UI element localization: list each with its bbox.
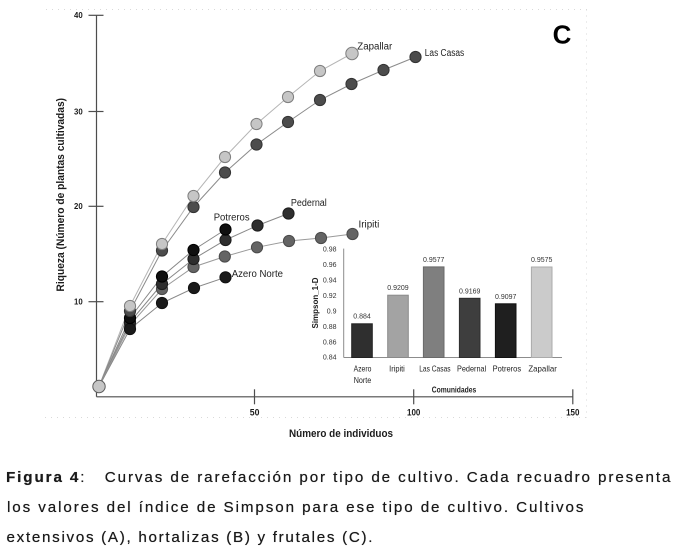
svg-text:0.9577: 0.9577: [423, 257, 445, 264]
svg-text:Simpson_1-D: Simpson_1-D: [310, 278, 320, 329]
svg-text:30: 30: [74, 106, 83, 116]
svg-text:Pedernal: Pedernal: [291, 198, 327, 209]
svg-text:Comunidades: Comunidades: [432, 385, 477, 394]
svg-text:Potreros: Potreros: [493, 364, 522, 374]
svg-text:Norte: Norte: [354, 375, 372, 385]
svg-text:Las Casas: Las Casas: [419, 364, 450, 374]
svg-text:Número de individuos: Número de individuos: [289, 428, 393, 440]
svg-text:0.84: 0.84: [323, 355, 337, 362]
svg-text:40: 40: [74, 10, 83, 20]
svg-text:0.96: 0.96: [323, 262, 337, 269]
svg-text:C: C: [553, 20, 572, 50]
svg-text:50: 50: [250, 408, 260, 418]
svg-text:0.9097: 0.9097: [495, 294, 517, 301]
svg-text:Iripiti: Iripiti: [359, 219, 380, 230]
svg-text:0.94: 0.94: [323, 278, 337, 285]
svg-text:Azero Norte: Azero Norte: [232, 269, 284, 280]
svg-text:0.9575: 0.9575: [531, 257, 553, 264]
svg-text:0.86: 0.86: [323, 339, 337, 346]
svg-text:0.92: 0.92: [323, 293, 337, 300]
svg-text:Riqueza (Número de plantas cul: Riqueza (Número de plantas cultivadas): [55, 98, 67, 292]
svg-text:0.9209: 0.9209: [387, 285, 409, 292]
svg-text:Potreros: Potreros: [214, 213, 250, 224]
svg-text:20: 20: [74, 201, 83, 211]
svg-text:Zapallar: Zapallar: [528, 364, 557, 374]
svg-text:10: 10: [74, 297, 83, 307]
svg-text:Pedernal: Pedernal: [457, 364, 486, 374]
svg-text:150: 150: [566, 408, 579, 418]
svg-text:0.9169: 0.9169: [459, 288, 481, 295]
svg-text:0.98: 0.98: [323, 247, 337, 254]
svg-text:Zapallar: Zapallar: [357, 41, 393, 52]
svg-text:0.884: 0.884: [353, 314, 371, 321]
svg-text:Azero: Azero: [354, 364, 372, 374]
svg-text:0.9: 0.9: [327, 308, 337, 315]
svg-text:Las Casas: Las Casas: [425, 48, 464, 59]
svg-text:Iripiti: Iripiti: [389, 364, 405, 374]
svg-text:100: 100: [407, 408, 420, 418]
svg-text:0.88: 0.88: [323, 324, 337, 331]
